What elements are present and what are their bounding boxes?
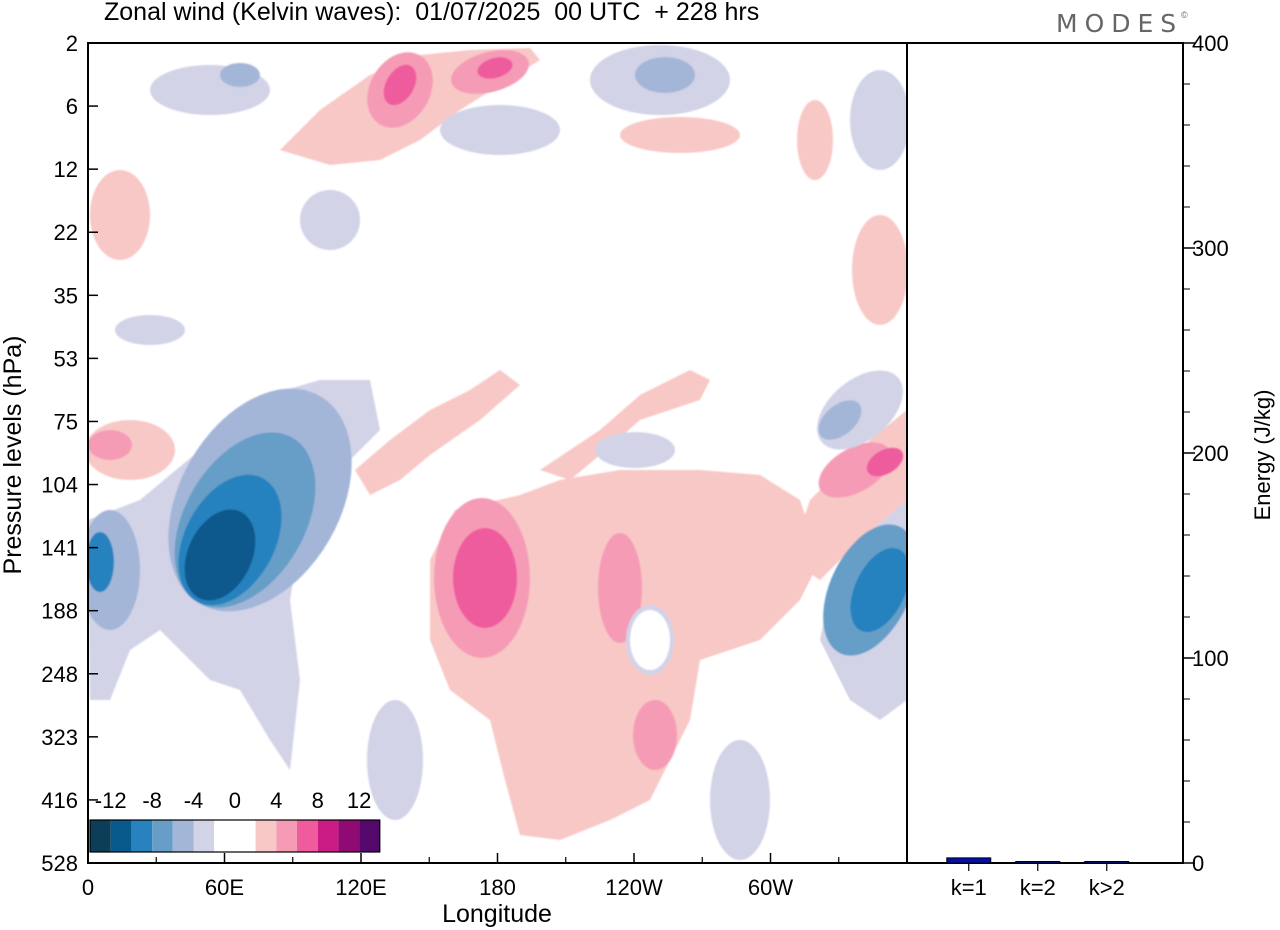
y-tick-label: 53 (54, 346, 78, 371)
colorbar-swatch (255, 820, 277, 852)
contour-patch (850, 70, 907, 170)
contour-patch (850, 547, 907, 633)
contour-patch (90, 170, 150, 260)
contour-patch (88, 430, 132, 460)
y-tick-label: 528 (41, 851, 78, 876)
x-axis-label: Longitude (442, 900, 552, 928)
brand-copyright-mark: © (1181, 10, 1188, 20)
colorbar-swatch (172, 820, 194, 852)
energy-tick-label: 400 (1192, 31, 1229, 56)
colorbar-label: 8 (312, 788, 324, 813)
y-tick-label: 12 (54, 157, 78, 182)
energy-bar (1015, 861, 1061, 864)
contour-patch (300, 190, 360, 250)
y-axis-label: Pressure levels (hPa) (0, 336, 27, 575)
contour-patch (620, 117, 740, 153)
contour-patch (477, 57, 513, 79)
colorbar-swatch (152, 820, 173, 852)
energy-axis-label: Energy (J/kg) (1250, 390, 1275, 521)
colorbar-swatch (338, 820, 360, 852)
contour-patch (852, 215, 907, 325)
contour-patch (633, 700, 677, 770)
colorbar-swatch (193, 820, 215, 852)
contour-patch (598, 533, 642, 643)
x-tick-label: 0 (82, 875, 94, 900)
contour-patch (184, 509, 256, 601)
y-tick-label: 416 (41, 788, 78, 813)
energy-bar (1084, 861, 1130, 864)
contour-patch (220, 63, 260, 87)
colorbar-swatch (90, 820, 111, 852)
contour-patch (115, 315, 185, 345)
y-tick-label: 22 (54, 220, 78, 245)
contour-patch (88, 532, 114, 592)
contour-patch (710, 740, 770, 860)
energy-plot-border (906, 42, 1184, 864)
energy-category-label: k=1 (951, 875, 987, 900)
energy-tick-label: 0 (1192, 851, 1204, 876)
colorbar-label: -4 (184, 788, 204, 813)
x-tick-label: 120E (335, 875, 386, 900)
y-tick-label: 248 (41, 662, 78, 687)
contour-patch (453, 528, 517, 628)
contour-patch (440, 105, 560, 155)
y-tick-label: 188 (41, 599, 78, 624)
brand-logo: MODES (1056, 9, 1184, 38)
colorbar-label: 0 (229, 788, 241, 813)
colorbar-label: 4 (270, 788, 282, 813)
energy-bar (946, 857, 992, 864)
contour-patch (797, 100, 833, 180)
colorbar-swatch (214, 820, 235, 852)
y-tick-label: 2 (66, 31, 78, 56)
colorbar-border (89, 819, 381, 853)
x-tick-label: 60E (205, 875, 244, 900)
colorbar-label: 12 (347, 788, 371, 813)
colorbar-swatch (276, 820, 297, 852)
contour-patch (866, 447, 904, 477)
colorbar-swatch (131, 820, 153, 852)
colorbar-label: -8 (142, 788, 162, 813)
colorbar-swatch (297, 820, 318, 852)
x-tick-label: 180 (479, 875, 516, 900)
wind-contour-field (88, 45, 907, 860)
contour-patch (355, 370, 520, 495)
energy-tick-label: 100 (1192, 646, 1229, 671)
y-tick-label: 6 (66, 94, 78, 119)
x-axis: 0 60E 120E 180 120W 60W (82, 853, 840, 900)
chart-title: Zonal wind (Kelvin waves): 01/07/2025 00… (104, 0, 760, 26)
y-tick-label: 141 (41, 536, 78, 561)
contour-patch (630, 610, 670, 670)
contour-patch (540, 370, 710, 480)
contour-patch (818, 400, 862, 440)
energy-category-label: k=2 (1020, 875, 1056, 900)
y-tick-label: 35 (54, 283, 78, 308)
energy-tick-label: 300 (1192, 236, 1229, 261)
energy-category-label: k>2 (1089, 875, 1125, 900)
x-tick-label: 60W (748, 875, 793, 900)
colorbar-label: -12 (95, 788, 127, 813)
colorbar: -12 -8 -4 0 4 8 12 (89, 788, 381, 853)
energy-panel: 0 100 200 300 400 k=1 k=2 k>2 (946, 31, 1229, 900)
y-tick-label: 323 (41, 725, 78, 750)
colorbar-swatch (359, 820, 380, 852)
contour-patch (635, 57, 695, 93)
contour-patch (383, 64, 417, 106)
colorbar-swatch (110, 820, 132, 852)
y-axis: 2 6 12 22 35 53 75 104 141 188 248 323 416 528 (41, 31, 98, 876)
y-tick-label: 104 (41, 473, 78, 498)
x-tick-label: 120W (605, 875, 663, 900)
y-tick-label: 75 (54, 409, 78, 434)
energy-tick-label: 200 (1192, 441, 1229, 466)
colorbar-swatch (317, 820, 339, 852)
contour-patch (367, 700, 423, 820)
colorbar-swatch (234, 820, 256, 852)
contour-patch (595, 432, 675, 468)
